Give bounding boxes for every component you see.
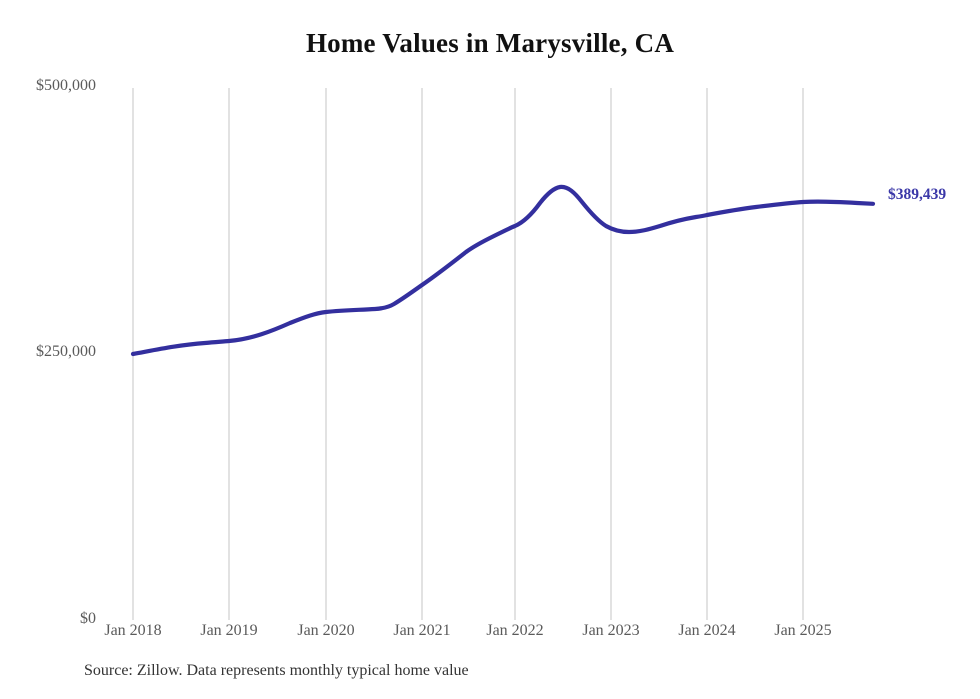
x-axis-tick-jan-2025: Jan 2025	[774, 622, 832, 639]
y-axis-tick-500000: $500,000	[36, 77, 96, 94]
y-axis-tick-250000: $250,000	[36, 343, 96, 360]
x-axis-tick-jan-2020: Jan 2020	[297, 622, 355, 639]
x-axis-tick-jan-2019: Jan 2019	[200, 622, 258, 639]
x-axis-tick-jan-2021: Jan 2021	[393, 622, 451, 639]
source-note: Source: Zillow. Data represents monthly …	[84, 662, 469, 679]
end-value-label: $389,439	[888, 186, 947, 203]
x-axis-tick-jan-2022: Jan 2022	[486, 622, 544, 639]
x-axis-tick-jan-2018: Jan 2018	[104, 622, 162, 639]
home-value-line	[130, 184, 876, 357]
chart-title: Home Values in Marysville, CA	[305, 28, 675, 58]
x-axis-tick-jan-2023: Jan 2023	[582, 622, 640, 639]
gridlines	[132, 88, 804, 620]
y-axis-tick-0: $0	[80, 610, 96, 627]
x-axis-tick-jan-2024: Jan 2024	[678, 622, 736, 639]
